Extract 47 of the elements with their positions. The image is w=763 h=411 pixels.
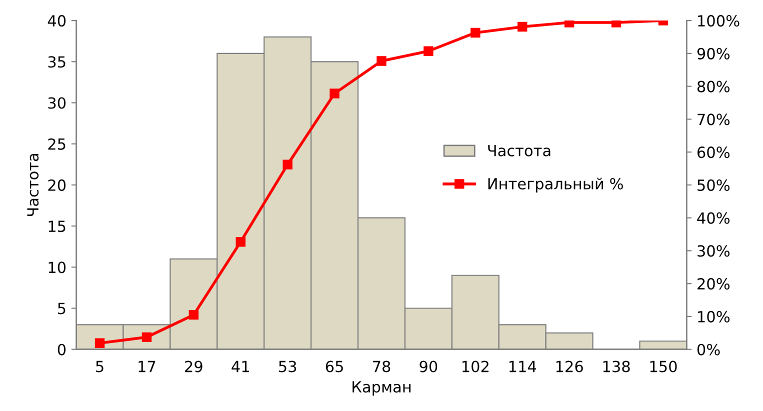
y2-tick-label: 60% (697, 146, 730, 158)
y-tick-label: 35 (48, 56, 66, 68)
y2-tick-label: 70% (698, 114, 730, 126)
x-tick-label: 17 (138, 360, 156, 372)
y-tick-label: 10 (48, 262, 66, 274)
y-axis-title: Частота (27, 154, 39, 216)
y2-tick-label: 50% (698, 179, 730, 191)
point (424, 46, 434, 56)
x-tick-label: 78 (373, 360, 390, 372)
y-tick-label: 5 (58, 302, 66, 314)
point (142, 332, 152, 342)
x-tick-label: 5 (96, 360, 104, 372)
point (188, 310, 199, 320)
x-tick-label: 41 (232, 360, 249, 372)
point (518, 22, 528, 32)
x-tick-label: 126 (556, 360, 583, 372)
point (330, 88, 340, 98)
point (236, 236, 246, 247)
y2-tick-label: 90% (697, 48, 730, 60)
y-tick-label: 20 (48, 179, 66, 191)
x-tick-label: 138 (603, 360, 630, 372)
y2-tick-label: 30% (698, 245, 730, 257)
point (282, 160, 292, 170)
y2-tick-label: 80% (697, 80, 730, 92)
y2-tick-label: 40% (697, 212, 730, 224)
y-tick-label: 0 (58, 344, 66, 356)
x-tick-label: 114 (509, 360, 536, 372)
x-tick-label: 53 (279, 360, 296, 372)
x-tick-label: 90 (420, 360, 438, 372)
y2-tick-label: 0% (697, 344, 720, 356)
point (470, 28, 480, 38)
x-tick-label: 65 (326, 360, 343, 372)
x-tick-label: 29 (185, 360, 202, 372)
y2-tick-label: 20% (698, 278, 730, 290)
y-tick-label: 40 (48, 15, 66, 27)
y-tick-label: 25 (48, 138, 66, 150)
y2-tick-label: 100% (698, 15, 740, 27)
x-tick-label: 102 (462, 360, 488, 372)
x-tick-label: 150 (650, 360, 677, 372)
y2-tick-label: 10% (698, 310, 730, 322)
legend-label: Частота (488, 145, 550, 156)
y-tick-label: 15 (48, 220, 66, 232)
point (376, 56, 386, 66)
y-tick-label: 30 (48, 97, 66, 109)
x-axis-title: Карман (352, 381, 411, 396)
point (94, 338, 105, 348)
legend-label: Интегральный % (488, 178, 623, 192)
